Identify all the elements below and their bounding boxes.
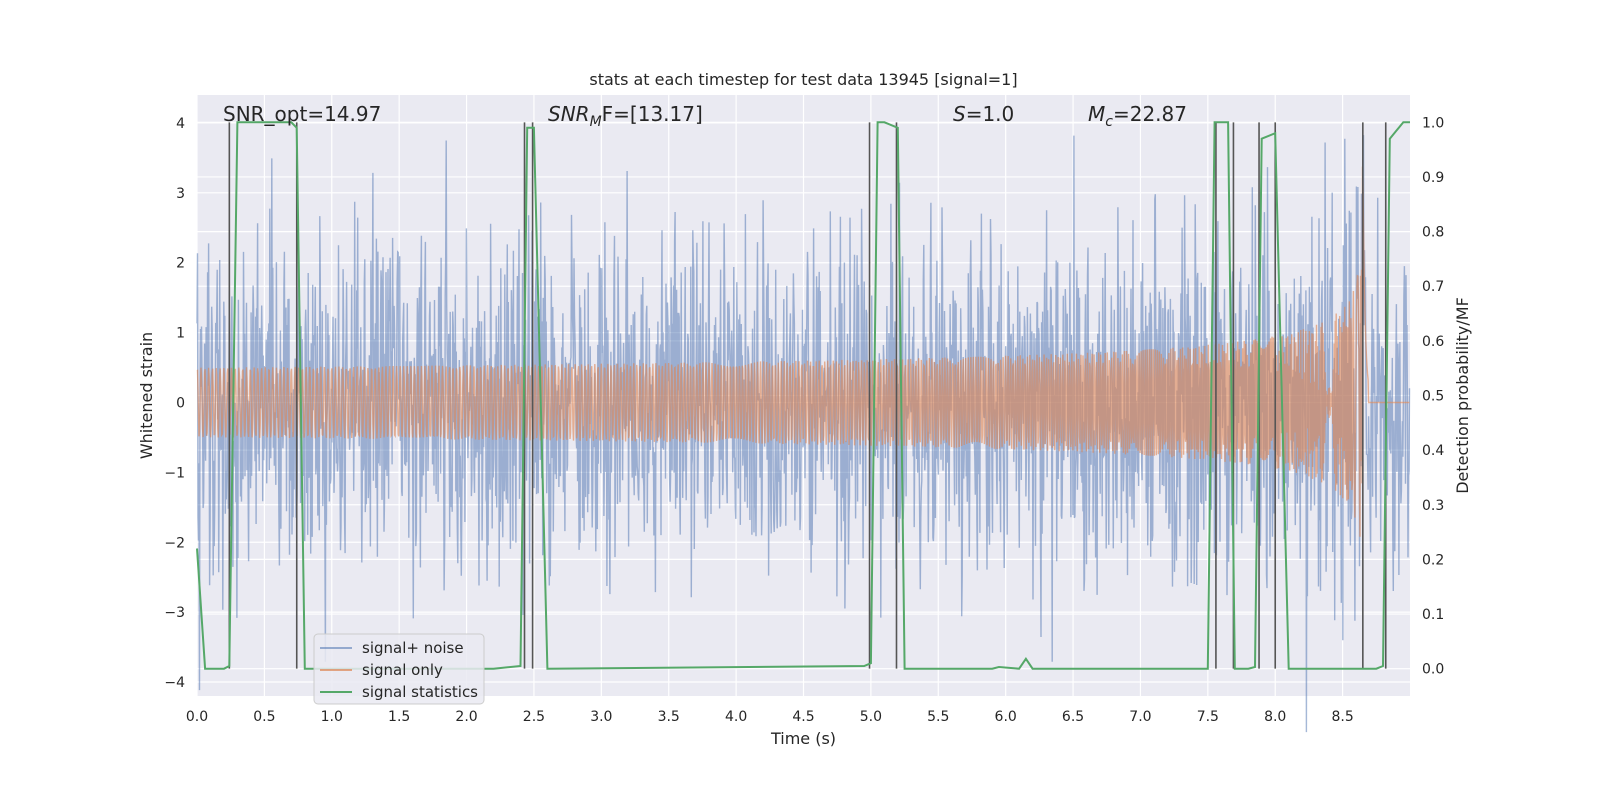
x-tick-label: 6.0 — [995, 709, 1017, 725]
annotation-snr-mf: SNRMF=[13.17] — [548, 102, 703, 130]
x-tick-label: 7.0 — [1129, 709, 1151, 725]
y-tick-label: −2 — [164, 535, 185, 551]
x-tick-label: 5.0 — [860, 709, 882, 725]
y-tick-label: 2 — [176, 256, 185, 272]
y2-tick-label: 0.9 — [1422, 170, 1444, 186]
x-tick-label: 1.5 — [388, 709, 410, 725]
annotation-snr-mf-main: SNR — [548, 102, 590, 126]
y-tick-label: 1 — [176, 326, 185, 342]
y2-tick-label: 1.0 — [1422, 115, 1444, 131]
legend: signal+ noise signal only signal statist… — [313, 633, 485, 705]
annotation-mc-rest: =22.87 — [1113, 102, 1187, 126]
x-tick-label: 7.5 — [1197, 709, 1219, 725]
x-tick-label: 4.0 — [725, 709, 747, 725]
x-tick-label: 8.0 — [1264, 709, 1286, 725]
annotation-s-main: S — [953, 102, 966, 126]
y2-tick-label: 0.6 — [1422, 334, 1444, 350]
x-tick-label: 1.0 — [321, 709, 343, 725]
x-tick-label: 2.0 — [455, 709, 477, 725]
x-tick-label: 0.5 — [253, 709, 275, 725]
annotation-mc-main: M — [1088, 102, 1105, 126]
x-tick-label: 3.5 — [658, 709, 680, 725]
chart-title: stats at each timestep for test data 139… — [589, 70, 1017, 89]
y-tick-label: −4 — [164, 675, 185, 691]
annotation-mc-sub: c — [1105, 114, 1113, 130]
legend-label-signal-only: signal only — [362, 661, 443, 679]
y2-tick-label: 0.0 — [1422, 662, 1444, 678]
annotation-mc: Mc=22.87 — [1088, 102, 1187, 130]
x-axis-label: Time (s) — [770, 729, 836, 748]
x-tick-label: 8.5 — [1331, 709, 1353, 725]
series-signal-only — [196, 166, 1410, 537]
x-tick-label: 5.5 — [927, 709, 949, 725]
x-tick-label: 3.0 — [590, 709, 612, 725]
annotation-snr-mf-sub: M — [590, 114, 602, 130]
vertical-markers — [228, 122, 1387, 669]
signal-only-line — [196, 166, 1410, 537]
x-tick-label: 6.5 — [1062, 709, 1084, 725]
y2-tick-label: 0.8 — [1422, 225, 1444, 241]
annotation-s-rest: =1.0 — [966, 102, 1015, 126]
y2-tick-label: 0.3 — [1422, 498, 1444, 514]
y2-axis-ticks: 0.0 0.1 0.2 0.3 0.4 0.5 0.6 0.7 0.8 0.9 1.0 — [1422, 115, 1444, 677]
x-axis-ticks: 0.0 0.5 1.0 1.5 2.0 2.5 3.0 3.5 4.0 4.5 5.0 5.5 6.0 6… — [186, 709, 1354, 725]
annotation-snr-mf-rest: F=[13.17] — [602, 102, 703, 126]
y-tick-label: 3 — [176, 186, 185, 202]
x-tick-label: 2.5 — [523, 709, 545, 725]
y-axis-label: Whitened strain — [137, 332, 156, 459]
y2-tick-label: 0.7 — [1422, 279, 1444, 295]
y-tick-label: 0 — [176, 395, 185, 411]
y2-tick-label: 0.4 — [1422, 443, 1444, 459]
y2-tick-label: 0.5 — [1422, 389, 1444, 405]
legend-box — [313, 633, 485, 705]
y2-tick-label: 0.2 — [1422, 552, 1444, 568]
y2-axis-label: Detection probability/MF — [1453, 297, 1472, 494]
series-signal-statistics — [196, 121, 1410, 670]
y2-tick-label: 0.1 — [1422, 607, 1444, 623]
y-axis-ticks: −4 −3 −2 −1 0 1 2 3 4 — [164, 116, 185, 691]
annotation-snr-opt: SNR_opt=14.97 — [223, 102, 381, 126]
x-tick-label: 0.0 — [186, 709, 208, 725]
annotation-s: S=1.0 — [953, 102, 1014, 126]
legend-label-signal-statistics: signal statistics — [362, 683, 478, 701]
y-tick-label: −3 — [164, 605, 185, 621]
signal-statistics-line — [196, 121, 1410, 670]
x-tick-label: 4.5 — [792, 709, 814, 725]
y-tick-label: −1 — [164, 465, 185, 481]
y-tick-label: 4 — [176, 116, 185, 132]
legend-label-signal-plus-noise: signal+ noise — [362, 639, 464, 657]
